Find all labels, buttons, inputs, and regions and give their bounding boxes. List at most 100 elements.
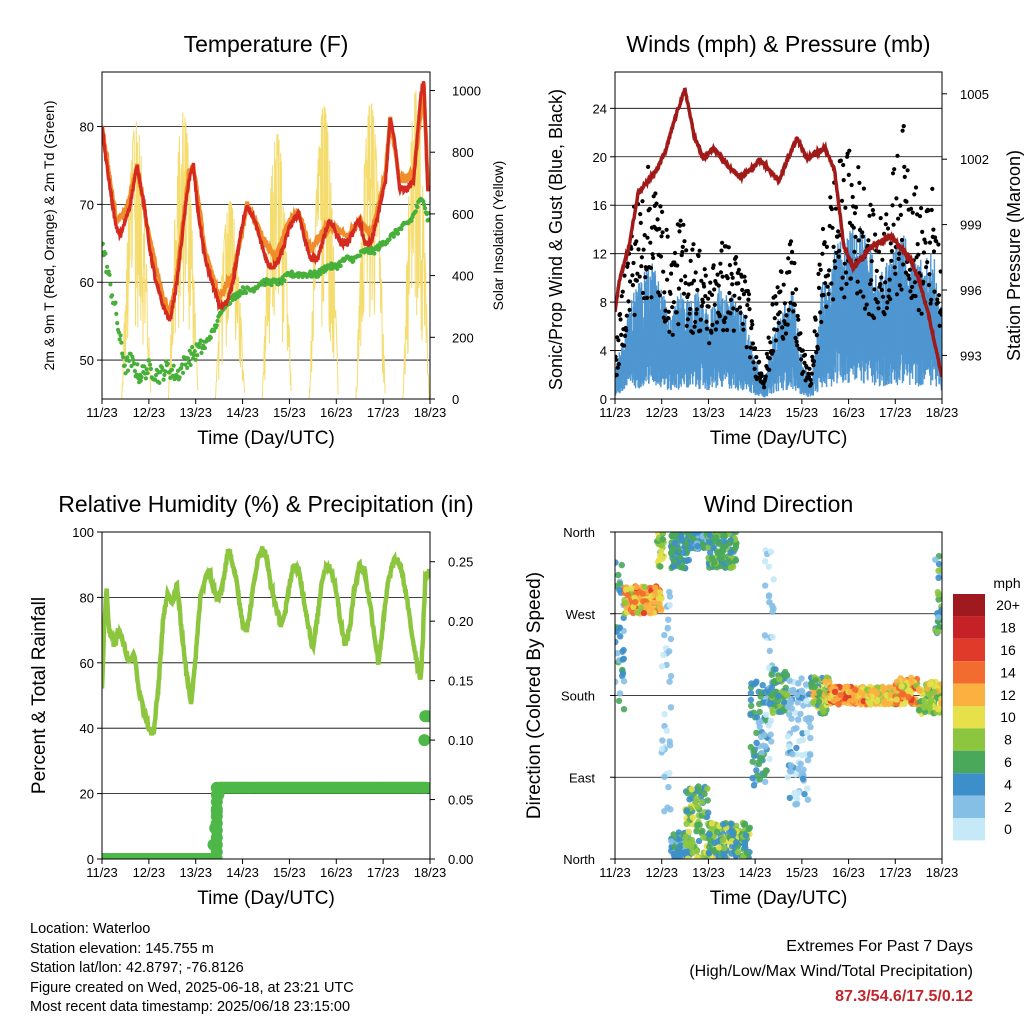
gust-point xyxy=(819,319,824,325)
direction-point xyxy=(689,814,697,821)
direction-point xyxy=(680,849,687,856)
direction-point xyxy=(748,702,755,709)
gust-point xyxy=(716,283,721,288)
y2-tick-label: 0.25 xyxy=(448,555,473,570)
x-tick-label: 14/23 xyxy=(226,405,259,420)
direction-point xyxy=(732,532,740,536)
gust-point xyxy=(935,297,940,302)
direction-point xyxy=(898,683,905,690)
gust-point xyxy=(719,248,724,253)
legend-label: 18 xyxy=(1000,620,1016,636)
gust-point xyxy=(748,345,753,350)
gust-point xyxy=(836,254,841,259)
direction-point xyxy=(759,682,766,689)
direction-point xyxy=(906,687,914,695)
y-tick-label: 24 xyxy=(593,101,607,116)
direction-point xyxy=(776,676,783,683)
gust-point xyxy=(644,267,649,272)
dewpoint-point xyxy=(212,328,217,333)
gust-point xyxy=(894,196,899,201)
dewpoint-point xyxy=(143,376,148,381)
gust-point xyxy=(795,343,800,348)
direction-point xyxy=(620,655,627,662)
gust-point xyxy=(894,292,900,297)
gust-point xyxy=(828,195,833,200)
direction-point xyxy=(661,631,668,639)
dewpoint-point xyxy=(415,204,420,210)
gust-point xyxy=(642,233,647,238)
gust-point xyxy=(818,310,823,315)
dewpoint-point xyxy=(161,377,166,382)
gust-point xyxy=(672,250,678,256)
x-tick-label: 16/23 xyxy=(320,865,353,880)
gust-point xyxy=(888,241,893,246)
plot-area xyxy=(102,80,430,399)
y-tick-label: 8 xyxy=(600,295,607,310)
direction-point xyxy=(799,775,807,782)
direction-point xyxy=(787,762,795,769)
gust-point xyxy=(780,325,785,330)
direction-point xyxy=(615,650,621,657)
direction-point xyxy=(616,624,623,631)
gust-point xyxy=(721,328,726,333)
gust-point xyxy=(731,306,736,311)
dewpoint-point xyxy=(148,362,153,367)
direction-point xyxy=(756,700,763,708)
y-tick-label: 80 xyxy=(80,120,94,135)
gust-point xyxy=(686,292,691,297)
gust-point xyxy=(619,294,624,299)
direction-point xyxy=(830,697,838,704)
dewpoint-point xyxy=(118,333,123,338)
gust-point xyxy=(820,251,825,256)
gust-point xyxy=(827,268,832,273)
direction-point xyxy=(633,583,640,590)
direction-point xyxy=(794,795,801,803)
precip-point xyxy=(210,781,223,794)
gust-point xyxy=(750,341,756,346)
dewpoint-point xyxy=(399,226,404,232)
x-tick-label: 13/23 xyxy=(692,865,725,880)
direction-point xyxy=(713,828,721,836)
dewpoint-point xyxy=(139,374,144,380)
gust-point xyxy=(901,124,906,129)
direction-point xyxy=(754,772,761,779)
gust-point xyxy=(774,301,779,306)
direction-point xyxy=(659,532,666,536)
gust-point xyxy=(741,292,747,297)
gust-point xyxy=(883,280,888,285)
gust-point xyxy=(767,367,772,372)
gust-point xyxy=(871,315,877,321)
gust-point xyxy=(772,316,777,321)
direction-point xyxy=(932,556,939,563)
gust-point xyxy=(858,289,863,294)
gust-point xyxy=(666,316,671,321)
gust-series xyxy=(615,124,942,390)
legend-label: 14 xyxy=(1000,664,1016,680)
direction-point xyxy=(640,609,648,617)
x-tick-label: 18/23 xyxy=(414,865,447,880)
gust-point xyxy=(872,287,877,292)
direction-point xyxy=(792,801,799,808)
dewpoint-point xyxy=(165,361,170,366)
dewpoint-point xyxy=(413,209,418,214)
direction-point xyxy=(908,678,915,686)
legend-label: 6 xyxy=(1004,754,1012,770)
direction-point xyxy=(762,582,769,589)
gust-point xyxy=(781,282,786,287)
gust-point xyxy=(768,340,773,345)
gust-point xyxy=(743,279,748,284)
gust-point xyxy=(791,309,796,314)
gust-point xyxy=(902,174,907,179)
dewpoint-point xyxy=(269,283,274,288)
dewpoint-point xyxy=(358,253,363,258)
direction-point xyxy=(804,785,811,792)
gust-point xyxy=(916,308,921,313)
gust-point xyxy=(644,295,650,300)
gust-point xyxy=(653,191,658,196)
y-tick-label: 70 xyxy=(80,197,94,212)
direction-point xyxy=(620,646,627,654)
gust-point xyxy=(871,212,876,217)
gust-point xyxy=(773,294,778,299)
gust-point xyxy=(749,319,754,324)
y-tick-label: 20 xyxy=(80,787,94,802)
